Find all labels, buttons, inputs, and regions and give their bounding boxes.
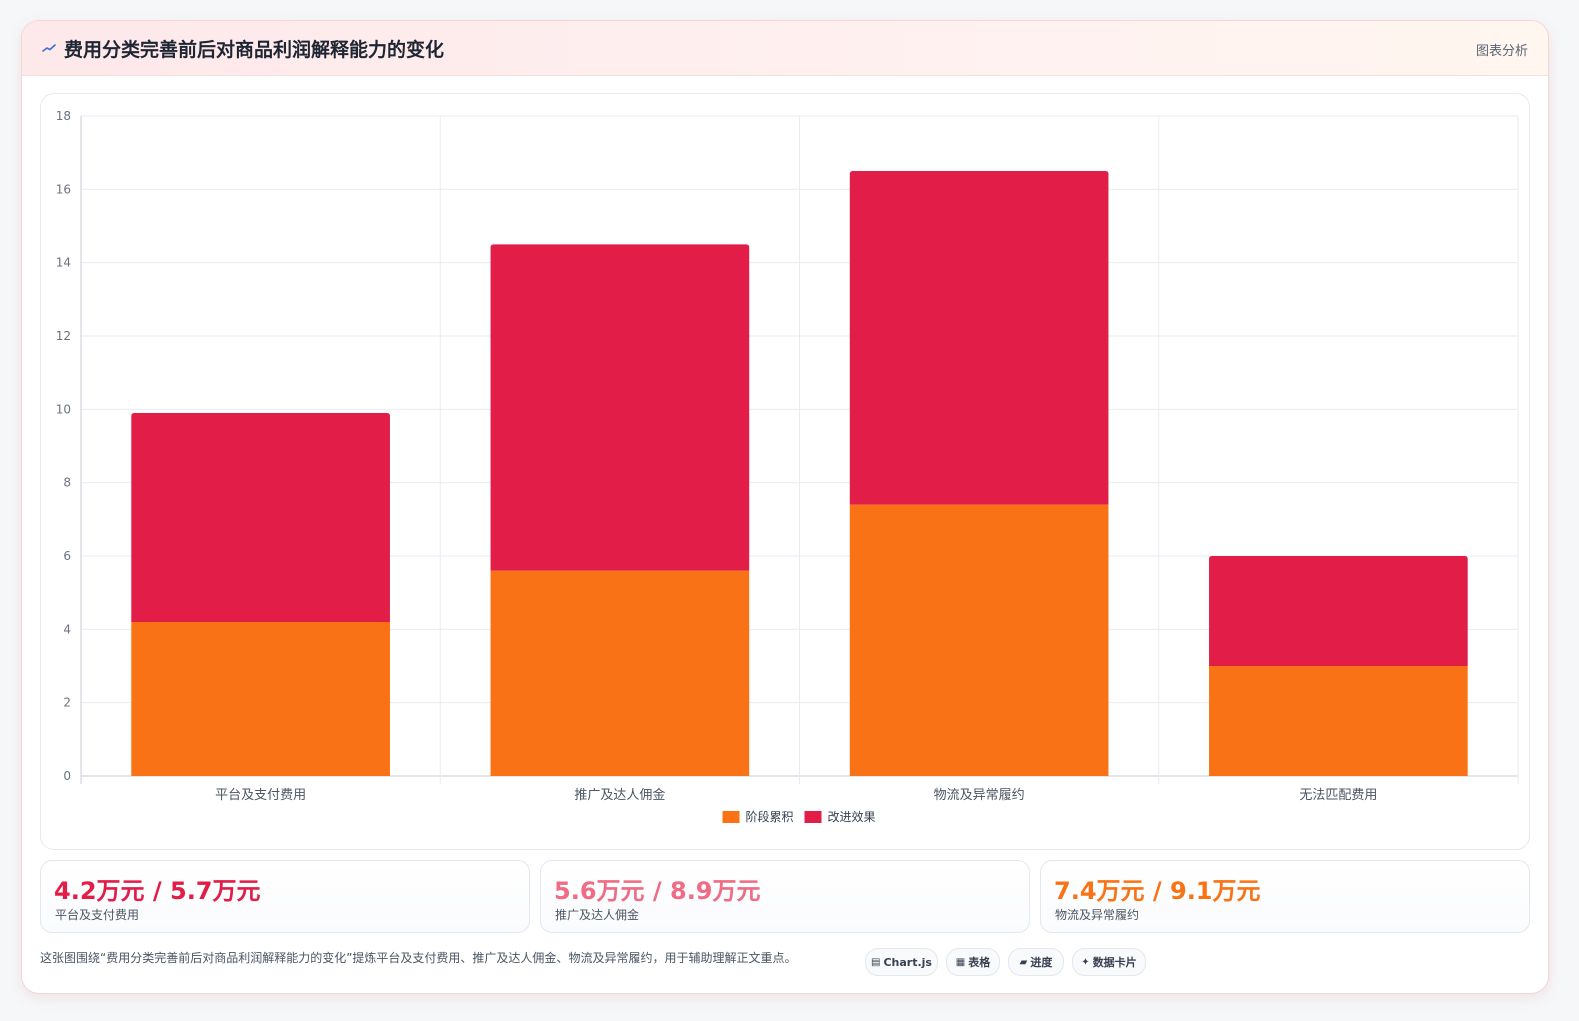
progress-pill[interactable]: ▰ 进度 <box>1008 948 1064 976</box>
pill-label: 表格 <box>968 956 991 969</box>
y-tick-label: 12 <box>56 329 71 343</box>
page-title: 费用分类完善前后对商品利润解释能力的变化 <box>64 39 445 61</box>
x-tick-label: 物流及异常履约 <box>934 788 1025 803</box>
chart-card: 费用分类完善前后对商品利润解释能力的变化 图表分析 0 2 4 6 8 10 12 14 16 1… <box>21 20 1549 994</box>
chartjs-pill[interactable]: ▤ Chart.js <box>865 948 938 976</box>
stat-label: 平台及支付费用 <box>55 908 140 922</box>
legend-swatch-2 <box>804 811 822 823</box>
chart-description: 这张图围绕“费用分类完善前后对商品利润解释能力的变化”提炼平台及支付费用、推广及… <box>40 951 797 965</box>
bar-segment-2 <box>490 244 750 571</box>
legend-label-2: 改进效果 <box>828 809 876 824</box>
stat-card-promotion: 5.6万元 / 8.9万元 推广及达人佣金 <box>540 860 1030 933</box>
pill-label: Chart.js <box>883 955 932 969</box>
stat-value: 4.2万元 / 5.7万元 <box>54 877 261 905</box>
table-pill[interactable]: ▦ 表格 <box>946 948 1000 976</box>
bar-segment-2 <box>1209 556 1468 666</box>
bar-segment-1 <box>131 622 390 776</box>
y-tick-label: 2 <box>63 696 71 710</box>
card-header: 费用分类完善前后对商品利润解释能力的变化 图表分析 <box>22 21 1548 76</box>
legend-label-1: 阶段累积 <box>746 809 794 824</box>
chart-panel: 0 2 4 6 8 10 12 14 16 18 平台及支付费用 推广及达人佣金 物流及异常履约 无法匹配… <box>40 93 1530 850</box>
stacked-bar-chart: 0 2 4 6 8 10 12 14 16 18 平台及支付费用 推广及达人佣金 物流及异常履约 无法匹配… <box>56 109 1519 824</box>
bar-segment-1 <box>849 504 1109 776</box>
bar-segment-1 <box>1209 666 1468 776</box>
pill-label: 数据卡片 <box>1092 956 1137 969</box>
y-tick-label: 14 <box>56 256 71 270</box>
y-tick-label: 18 <box>56 109 71 123</box>
x-tick-label: 推广及达人佣金 <box>574 787 665 803</box>
chart-icon: ▤ <box>871 956 881 968</box>
y-tick-label: 8 <box>63 476 71 490</box>
pill-label: 进度 <box>1030 956 1053 969</box>
table-icon: ▦ <box>955 956 966 968</box>
sparkle-icon: ✦ <box>1081 956 1090 968</box>
x-tick-label: 平台及支付费用 <box>215 788 306 803</box>
chart-analysis-tag: 图表分析 <box>1475 44 1528 59</box>
stat-card-platform: 4.2万元 / 5.7万元 平台及支付费用 <box>40 860 530 933</box>
bar-segment-2 <box>131 413 390 622</box>
bar-segment-1 <box>490 570 750 776</box>
x-tick-label: 无法匹配费用 <box>1299 788 1377 803</box>
legend-swatch-1 <box>722 811 740 823</box>
stat-value: 7.4万元 / 9.1万元 <box>1054 877 1261 905</box>
y-tick-label: 10 <box>56 402 71 416</box>
y-tick-label: 6 <box>63 549 71 563</box>
progress-icon: ▰ <box>1019 956 1028 968</box>
stat-label: 推广及达人佣金 <box>555 908 640 922</box>
bar-segment-2 <box>849 171 1109 505</box>
trend-line-icon <box>42 44 56 52</box>
stat-label: 物流及异常履约 <box>1055 908 1140 922</box>
y-tick-label: 4 <box>63 622 71 636</box>
y-tick-label: 0 <box>63 769 71 783</box>
stat-value: 5.6万元 / 8.9万元 <box>554 877 761 905</box>
stat-card-logistics: 7.4万元 / 9.1万元 物流及异常履约 <box>1040 860 1530 933</box>
data-card-pill[interactable]: ✦ 数据卡片 <box>1072 948 1146 976</box>
y-tick-label: 16 <box>56 182 71 196</box>
